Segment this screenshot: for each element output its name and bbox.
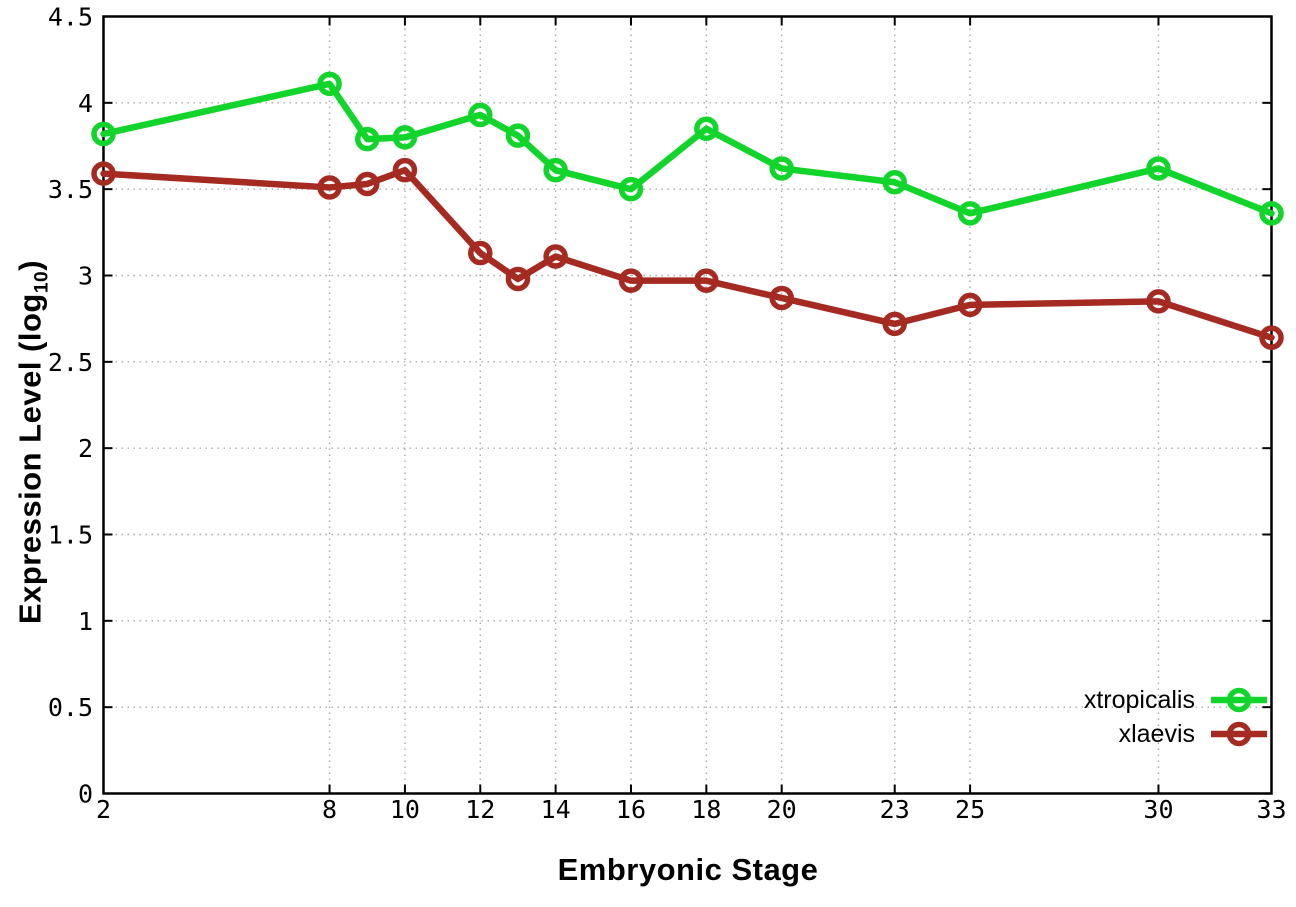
data-point [957,292,983,318]
x-tick-label: 33 [1256,795,1286,824]
y-tick-label: 0 [78,780,93,809]
x-tick-label: 10 [390,795,420,824]
y-axis-title: Expression Level (log10) [12,260,53,624]
legend-sample-xtropicalis [1211,687,1267,713]
x-axis-title: Embryonic Stage [557,852,819,887]
data-point [543,157,568,183]
y-tick-labels: 0 0.5 1 1.5 2 2.5 3 3.5 4 4.5 [48,3,93,809]
data-point [769,285,794,311]
x-tick-label: 18 [691,795,721,824]
series-xlaevis-line [100,166,1275,341]
data-point [618,176,644,202]
x-tick-label: 30 [1143,795,1173,824]
x-tick-label: 12 [465,795,495,824]
x-tick-label: 8 [322,795,337,824]
data-point [505,266,531,292]
series-xtropicalis-markers [91,71,1284,226]
data-point [694,116,719,141]
plot-border [102,15,1273,795]
x-tick-label: 20 [767,795,797,824]
y-tick-label: 2 [78,434,93,463]
data-point [1146,156,1171,181]
data-point [505,123,531,148]
series-xlaevis-markers [91,157,1284,350]
data-point [354,126,380,152]
x-tick-label: 14 [541,795,571,824]
data-point [392,157,418,183]
legend-item-xtropicalis: xtropicalis [1084,683,1270,717]
series-xlaevis [91,157,1284,350]
data-point [1259,325,1284,350]
data-point [392,125,418,150]
gridlines [103,16,1273,794]
data-point [769,156,794,181]
y-tick-label: 4 [78,89,93,118]
x-tick-label: 25 [955,795,985,824]
data-point [468,240,493,266]
y-axis-title-main: Expression Level (log [12,293,48,625]
data-point [882,170,907,195]
y-tick-label: 4.5 [48,3,93,32]
data-point [543,244,568,269]
y-tick-label: 1.5 [48,521,93,550]
data-point [694,268,719,293]
legend-label-xtropicalis: xtropicalis [1083,685,1195,714]
data-point [1146,289,1171,314]
series-xtropicalis [91,71,1284,226]
tick-marks [102,15,1273,795]
x-tick-label: 16 [616,795,646,824]
legend-marker-icon [1226,721,1252,747]
legend-item-xlaevis: xlaevis [1084,717,1270,751]
data-point [317,175,342,200]
data-point [468,102,493,128]
data-point [91,161,116,186]
y-axis-title-subscript: 10 [31,270,53,294]
y-tick-label: 3.5 [48,175,93,204]
data-point [1259,201,1284,226]
y-tick-label: 0.5 [48,693,93,722]
series-xtropicalis-line [100,80,1275,217]
data-point [317,71,342,97]
data-point [618,268,644,293]
legend-sample-xlaevis [1211,721,1267,747]
x-tick-label: 2 [96,795,111,824]
legend: xtropicalis xlaevis [1084,683,1270,751]
x-tick-label: 23 [880,795,910,824]
x-tick-labels: 2 8 10 12 14 16 18 20 23 25 30 33 [96,795,1287,824]
y-tick-label: 1 [78,607,93,636]
data-point [91,121,116,147]
data-point [354,171,380,197]
data-point [882,311,907,337]
y-tick-label: 2.5 [48,348,93,377]
y-tick-label: 3 [78,262,93,291]
legend-label-xlaevis: xlaevis [1118,719,1195,748]
data-point [957,201,983,226]
legend-marker-icon [1226,687,1252,713]
y-axis-title-end: ) [12,259,48,271]
